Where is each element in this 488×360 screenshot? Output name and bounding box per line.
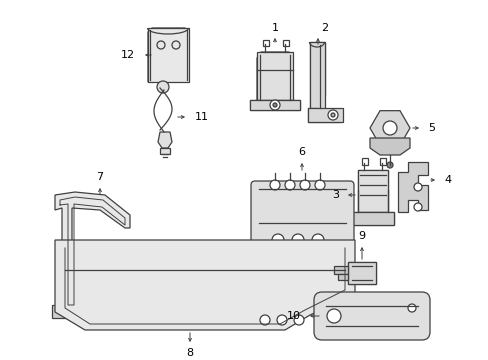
Bar bbox=[249, 100, 299, 110]
Text: 9: 9 bbox=[358, 231, 365, 241]
Bar bbox=[351, 212, 393, 225]
Polygon shape bbox=[347, 262, 375, 284]
Circle shape bbox=[314, 180, 325, 190]
Text: 12: 12 bbox=[121, 50, 135, 60]
FancyBboxPatch shape bbox=[313, 292, 429, 340]
Polygon shape bbox=[249, 100, 299, 110]
Polygon shape bbox=[369, 111, 409, 145]
Circle shape bbox=[269, 180, 280, 190]
Text: 11: 11 bbox=[195, 112, 208, 122]
Bar bbox=[160, 148, 170, 154]
Text: 10: 10 bbox=[286, 311, 301, 321]
Polygon shape bbox=[357, 170, 387, 212]
Text: 7: 7 bbox=[96, 172, 103, 182]
Circle shape bbox=[327, 110, 337, 120]
Polygon shape bbox=[351, 212, 393, 225]
Text: 4: 4 bbox=[444, 175, 450, 185]
Circle shape bbox=[157, 81, 169, 93]
Bar bbox=[361, 158, 367, 165]
Polygon shape bbox=[257, 52, 292, 100]
Circle shape bbox=[407, 304, 415, 312]
Polygon shape bbox=[337, 274, 347, 280]
Polygon shape bbox=[158, 132, 172, 148]
Bar bbox=[148, 28, 189, 82]
Bar bbox=[379, 158, 385, 165]
Bar bbox=[309, 42, 325, 110]
Bar bbox=[257, 52, 292, 100]
Polygon shape bbox=[55, 240, 354, 330]
Circle shape bbox=[330, 113, 334, 117]
Text: 8: 8 bbox=[186, 348, 193, 358]
Circle shape bbox=[413, 203, 421, 211]
Circle shape bbox=[382, 121, 396, 135]
Polygon shape bbox=[333, 266, 347, 274]
Text: 3: 3 bbox=[332, 190, 339, 200]
Bar bbox=[307, 108, 342, 122]
Circle shape bbox=[299, 180, 309, 190]
Circle shape bbox=[272, 103, 276, 107]
Circle shape bbox=[291, 234, 304, 246]
Polygon shape bbox=[309, 42, 325, 110]
Polygon shape bbox=[369, 138, 409, 155]
Bar bbox=[283, 40, 288, 46]
Circle shape bbox=[311, 234, 324, 246]
Circle shape bbox=[413, 183, 421, 191]
Bar bbox=[357, 170, 387, 212]
Bar bbox=[263, 40, 268, 46]
Text: 2: 2 bbox=[321, 23, 328, 33]
Circle shape bbox=[260, 315, 269, 325]
Circle shape bbox=[285, 180, 294, 190]
Text: 5: 5 bbox=[427, 123, 435, 133]
FancyBboxPatch shape bbox=[250, 181, 353, 257]
Text: 1: 1 bbox=[271, 23, 278, 33]
Circle shape bbox=[269, 100, 280, 110]
Circle shape bbox=[326, 309, 340, 323]
Circle shape bbox=[276, 315, 286, 325]
Circle shape bbox=[63, 307, 71, 315]
Polygon shape bbox=[55, 192, 130, 310]
Circle shape bbox=[293, 315, 304, 325]
Circle shape bbox=[386, 162, 392, 168]
Polygon shape bbox=[52, 305, 82, 318]
Polygon shape bbox=[307, 108, 339, 122]
Circle shape bbox=[271, 234, 284, 246]
Circle shape bbox=[157, 41, 164, 49]
Text: 6: 6 bbox=[298, 147, 305, 157]
Bar bbox=[347, 262, 375, 284]
Circle shape bbox=[172, 41, 180, 49]
Polygon shape bbox=[397, 162, 427, 212]
Polygon shape bbox=[148, 28, 189, 82]
